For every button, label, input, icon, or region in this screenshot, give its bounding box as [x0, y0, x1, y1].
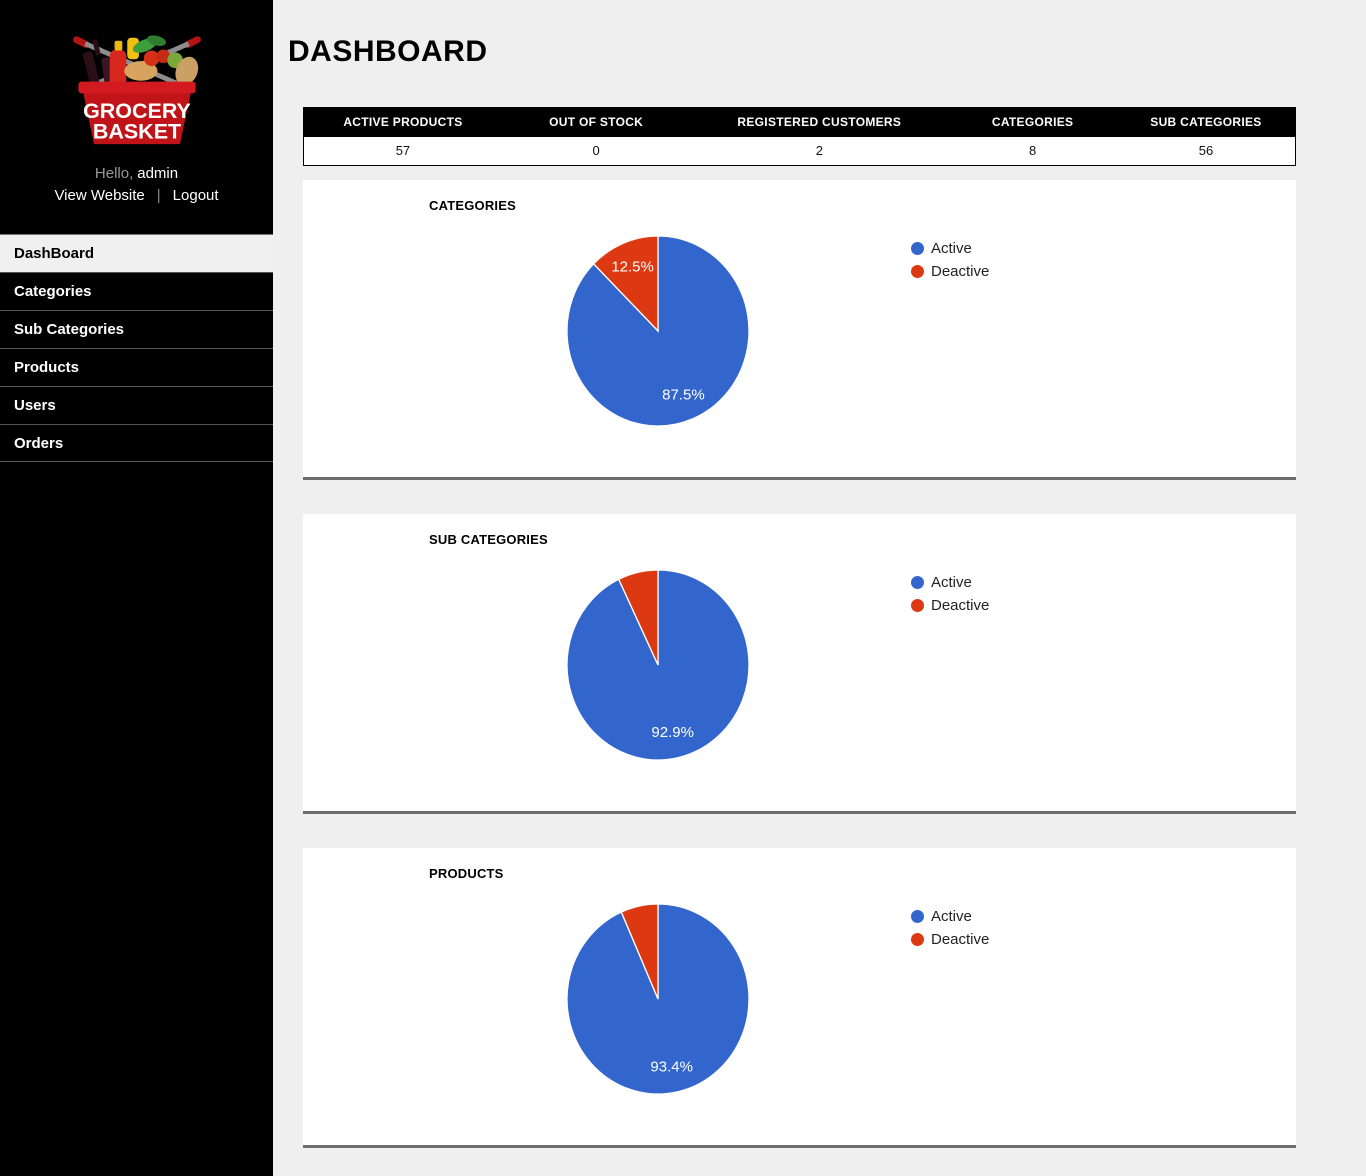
stats-table: ACTIVE PRODUCTS OUT OF STOCK REGISTERED CU… — [303, 107, 1296, 166]
sidebar: GROCERY BASKET Hello, admin View Website |… — [0, 0, 273, 1176]
sidebar-menu: DashBoard Categories Sub Categories Product… — [0, 234, 273, 462]
sidebar-item-categories[interactable]: Categories — [0, 272, 273, 310]
charts-section: CATEGORIES 87.5% 12.5% Active Deactive SUB… — [303, 180, 1296, 1148]
chart-legend: Active Deactive — [911, 571, 989, 617]
groceries-illustration — [82, 35, 198, 87]
sidebar-item-sub-categories[interactable]: Sub Categories — [0, 310, 273, 348]
sidebar-item-products[interactable]: Products — [0, 348, 273, 386]
chart-panel-categories: CATEGORIES 87.5% 12.5% Active Deactive — [303, 180, 1296, 480]
chart-panel-products: PRODUCTS 93.4% Active Deactive — [303, 848, 1296, 1148]
stats-value-sub-categories: 56 — [1116, 136, 1296, 166]
pie-slice-deactive[interactable] — [617, 569, 659, 666]
grocery-basket-logo[interactable]: GROCERY BASKET — [57, 28, 217, 150]
account-links: View Website | Logout — [0, 186, 273, 205]
legend-label: Deactive — [931, 263, 990, 280]
basket-body-icon — [77, 81, 196, 145]
greeting-prefix: Hello, — [94, 165, 134, 182]
legend-item-active[interactable]: Active — [911, 571, 989, 594]
sidebar-item-users[interactable]: Users — [0, 386, 273, 424]
page-title: DASHBOARD — [288, 35, 488, 68]
pie-chart[interactable]: 93.4% — [558, 899, 758, 1099]
sidebar-item-orders[interactable]: Orders — [0, 424, 273, 462]
pie-slice-label-active: 87.5% — [662, 387, 705, 404]
legend-swatch-icon — [911, 933, 924, 946]
stats-column-active-products: ACTIVE PRODUCTS — [303, 107, 502, 137]
legend-label: Deactive — [931, 597, 990, 614]
legend-item-active[interactable]: Active — [911, 905, 989, 928]
stats-value-out-of-stock: 0 — [501, 136, 691, 166]
stats-column-categories: CATEGORIES — [948, 107, 1117, 137]
pie-slice-label-active: 92.9% — [651, 724, 694, 741]
pie-slice-deactive[interactable] — [620, 903, 659, 1000]
links-divider: | — [156, 187, 161, 204]
stats-column-sub-categories: SUB CATEGORIES — [1116, 107, 1296, 137]
legend-swatch-icon — [911, 576, 924, 589]
legend-swatch-icon — [911, 910, 924, 923]
sidebar-item-dashboard[interactable]: DashBoard — [0, 234, 273, 272]
stats-values-row: 57 0 2 8 56 — [303, 136, 1296, 166]
main-content: DASHBOARD ACTIVE PRODUCTS OUT OF STOCK REG… — [273, 0, 1366, 1176]
stats-value-active-products: 57 — [303, 136, 502, 166]
logout-link[interactable]: Logout — [172, 187, 219, 204]
pie-chart[interactable]: 92.9% — [558, 565, 758, 765]
legend-label: Active — [931, 908, 972, 925]
chart-title: PRODUCTS — [429, 866, 504, 881]
legend-item-deactive[interactable]: Deactive — [911, 928, 989, 951]
chart-legend: Active Deactive — [911, 237, 989, 283]
pie-chart[interactable]: 87.5% 12.5% — [558, 231, 758, 431]
legend-item-active[interactable]: Active — [911, 237, 989, 260]
greeting: Hello, admin — [0, 164, 273, 183]
pie-slice-deactive[interactable] — [592, 235, 659, 333]
sidebar-nav: DashBoard Categories Sub Categories Product… — [0, 234, 273, 462]
legend-label: Active — [931, 574, 972, 591]
legend-swatch-icon — [911, 265, 924, 278]
pie-slice-label-active: 93.4% — [650, 1058, 693, 1075]
legend-swatch-icon — [911, 599, 924, 612]
legend-label: Active — [931, 240, 972, 257]
stats-value-categories: 8 — [948, 136, 1117, 166]
chart-title: CATEGORIES — [429, 198, 516, 213]
stats-column-registered-customers: REGISTERED CUSTOMERS — [690, 107, 949, 137]
legend-item-deactive[interactable]: Deactive — [911, 594, 989, 617]
legend-swatch-icon — [911, 242, 924, 255]
logo-text-line2: BASKET — [92, 119, 180, 143]
chart-title: SUB CATEGORIES — [429, 532, 548, 547]
legend-item-deactive[interactable]: Deactive — [911, 260, 989, 283]
pie-slice-label-deactive: 12.5% — [611, 258, 654, 275]
logo-text-line1: GROCERY — [83, 99, 191, 123]
legend-label: Deactive — [931, 931, 990, 948]
chart-panel-sub-categories: SUB CATEGORIES 92.9% Active Deactive — [303, 514, 1296, 814]
stats-column-out-of-stock: OUT OF STOCK — [501, 107, 691, 137]
chart-legend: Active Deactive — [911, 905, 989, 951]
greeting-username: admin — [137, 165, 179, 182]
stats-value-registered-customers: 2 — [690, 136, 949, 166]
view-website-link[interactable]: View Website — [54, 187, 145, 204]
stats-header-row: ACTIVE PRODUCTS OUT OF STOCK REGISTERED CU… — [303, 107, 1296, 137]
